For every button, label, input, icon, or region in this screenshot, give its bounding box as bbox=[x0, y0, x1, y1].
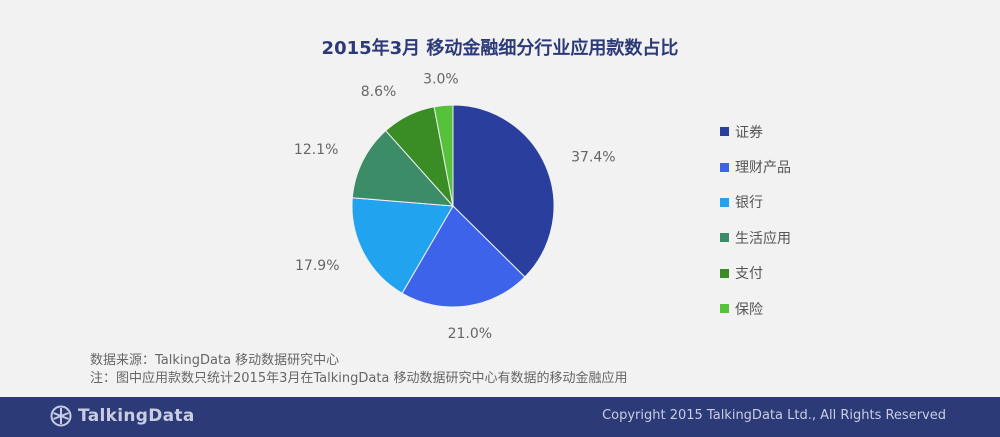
pie-slice-6 bbox=[433, 104, 454, 207]
legend-swatch-1 bbox=[720, 127, 729, 137]
pie-slice-2 bbox=[401, 205, 526, 308]
copyright-text: Copyright 2015 TalkingData Ltd., All Rig… bbox=[602, 408, 946, 423]
legend-item-4: 生活应用 bbox=[720, 220, 791, 255]
legend-swatch-2 bbox=[720, 162, 729, 172]
chart-legend: 证券理财产品银行生活应用支付保险 bbox=[720, 114, 791, 326]
legend-swatch-3 bbox=[720, 197, 729, 207]
brand-logo: TalkingData bbox=[50, 405, 195, 427]
slice-label-6: 3.0% bbox=[423, 72, 459, 88]
slice-label-4: 12.1% bbox=[294, 142, 338, 158]
footer-bar: TalkingData Copyright 2015 TalkingData L… bbox=[0, 397, 1000, 437]
legend-item-5: 支付 bbox=[720, 256, 791, 291]
legend-item-6: 保险 bbox=[720, 291, 791, 326]
chart-notes: 数据来源：TalkingData 移动数据研究中心 注：图中应用款数只统计201… bbox=[90, 352, 628, 388]
chart-title: 2015年3月 移动金融细分行业应用款数占比 bbox=[321, 38, 679, 59]
legend-label-2: 理财产品 bbox=[735, 160, 791, 177]
legend-item-1: 证券 bbox=[720, 114, 791, 149]
slice-label-2: 21.0% bbox=[448, 326, 492, 342]
legend-swatch-4 bbox=[720, 233, 729, 243]
legend-label-1: 证券 bbox=[735, 124, 763, 141]
source-note: 数据来源：TalkingData 移动数据研究中心 bbox=[90, 353, 340, 368]
talkingdata-logo-icon bbox=[50, 405, 72, 427]
legend-swatch-5 bbox=[720, 268, 729, 278]
legend-label-5: 支付 bbox=[735, 266, 763, 283]
slice-label-5: 8.6% bbox=[361, 84, 397, 100]
legend-label-4: 生活应用 bbox=[735, 230, 791, 247]
slice-label-3: 17.9% bbox=[295, 258, 339, 274]
slice-label-1: 37.4% bbox=[571, 150, 615, 166]
legend-label-3: 银行 bbox=[735, 195, 763, 212]
legend-item-2: 理财产品 bbox=[720, 149, 791, 184]
logo-text: TalkingData bbox=[78, 406, 195, 426]
pie-slice-3 bbox=[351, 197, 454, 294]
pie-slice-1 bbox=[452, 104, 555, 278]
pie-slice-4 bbox=[351, 129, 455, 207]
legend-swatch-6 bbox=[720, 304, 729, 314]
remark-note: 注：图中应用款数只统计2015年3月在TalkingData 移动数据研究中心有… bbox=[90, 371, 628, 386]
legend-label-6: 保险 bbox=[735, 301, 763, 318]
pie-chart: 37.4% 21.0% 17.9% 12.1% 8.6% 3.0% bbox=[294, 72, 616, 342]
legend-item-3: 银行 bbox=[720, 185, 791, 220]
